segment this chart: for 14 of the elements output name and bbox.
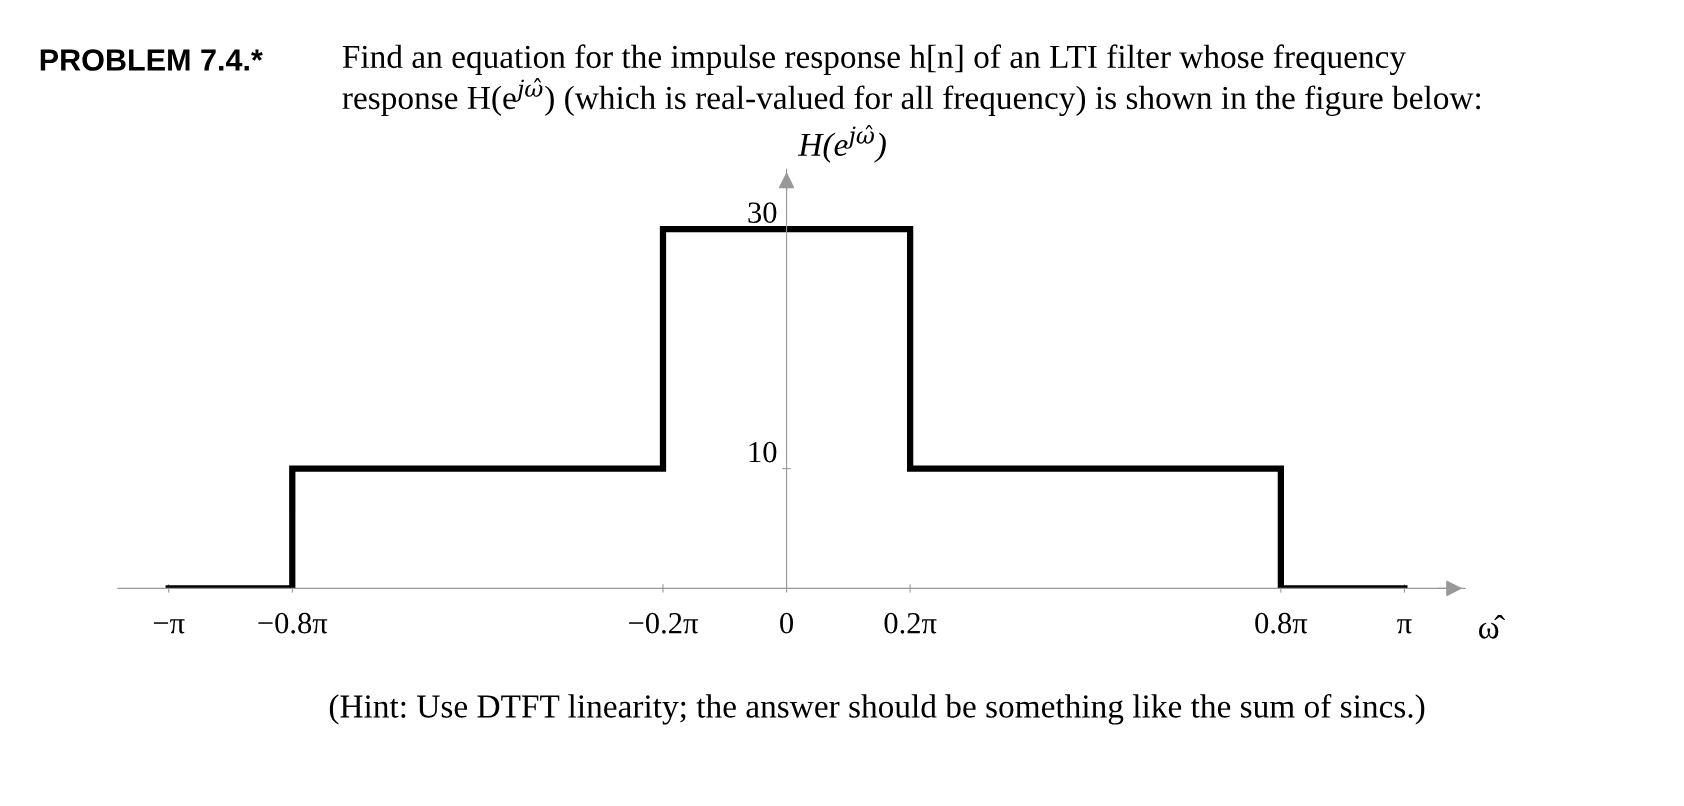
x-tick-label: −0.8π bbox=[258, 612, 328, 634]
text: (Hint: Use DTFT linearity; the answer should be something like the sum of sincs.) bbox=[329, 693, 1425, 725]
x-tick-label: π bbox=[1397, 619, 1412, 634]
x-tick-label: −0.2π bbox=[629, 612, 698, 634]
y-axis-title: H(e$^{jω̂}$) bbox=[798, 124, 886, 163]
chart-title: PROBLEM 7.4.* bbox=[40, 49, 263, 71]
x-axis-title: ω̂ bbox=[1479, 615, 1505, 639]
y-tick-label: 30 bbox=[748, 202, 777, 223]
y-tick-label: 10 bbox=[749, 441, 777, 463]
x-tick-label: 0.8π bbox=[1255, 612, 1308, 634]
x-tick-label: 0 bbox=[780, 612, 794, 634]
x-tick-label: −π bbox=[153, 619, 185, 634]
chart-subtitle: Find an equation for the impulse response h[n] of an LTI filter whose frequency response H(e$^{jω̂}$) (which is real-valued for all frequency) is shown in the figure below: bbox=[342, 44, 1481, 117]
x-tick-label: 0.2π bbox=[884, 612, 937, 634]
